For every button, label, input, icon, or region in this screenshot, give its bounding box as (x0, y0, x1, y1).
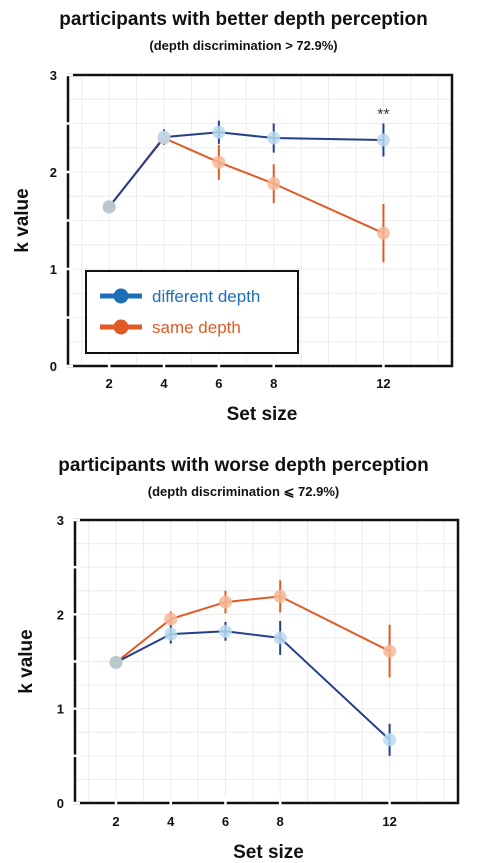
chart2-y-tick-label: 1 (57, 702, 64, 717)
chart2-y-tick-label: 2 (57, 607, 64, 622)
chart-title-top: participants with better depth perceptio… (59, 9, 428, 30)
chart2-x-tick-label: 2 (112, 814, 119, 829)
chart2-point-different-depth (273, 631, 287, 645)
chart2-point-different-depth (164, 627, 178, 641)
chart1-x-tick-label: 6 (215, 376, 222, 391)
chart1-x-tick-label: 8 (270, 376, 277, 391)
chart1-point-same-depth (267, 177, 281, 191)
chart1-y-axis-title: k value (12, 188, 33, 252)
chart1-x-tick-label: 12 (376, 376, 390, 391)
chart1-point-different-depth (376, 133, 390, 147)
chart2-y-axis-title: k value (16, 629, 37, 693)
chart-title-bottom: participants with worse depth perception (58, 455, 429, 476)
chart1-point-different-depth (157, 130, 171, 144)
chart2-x-tick-label: 4 (167, 814, 175, 829)
chart1-legend-label: same depth (152, 318, 241, 337)
chart1-point-different-depth (267, 131, 281, 145)
chart1-x-tick-label: 2 (106, 376, 113, 391)
chart1-legend-swatch-dot (113, 319, 129, 335)
chart2-y-tick-label: 0 (57, 796, 64, 811)
chart2-point-same-depth (164, 612, 178, 626)
chart2-y-tick-label: 3 (57, 513, 64, 528)
chart1-y-tick-label: 0 (50, 359, 57, 374)
chart2-point-same-depth (218, 595, 232, 609)
chart2-point-same-depth (383, 644, 397, 658)
chart2-point-different-depth (383, 733, 397, 747)
chart2-point-shared (109, 655, 123, 669)
chart1-significance-annotation: ** (377, 107, 389, 124)
chart1-y-tick-label: 2 (50, 165, 57, 180)
chart2-point-different-depth (218, 624, 232, 638)
chart1-y-tick-label: 1 (50, 262, 57, 277)
chart1-y-tick-label: 3 (50, 68, 57, 83)
chart1-legend-label: different depth (152, 287, 260, 306)
chart1-x-tick-label: 4 (160, 376, 168, 391)
chart2-point-same-depth (273, 589, 287, 603)
chart1-x-axis-title: Set size (227, 404, 298, 425)
chart2-x-tick-label: 6 (222, 814, 229, 829)
chart-subtitle-top: (depth discrimination > 72.9%) (149, 38, 338, 53)
chart1-point-different-depth (212, 125, 226, 139)
chart1-point-same-depth (376, 226, 390, 240)
chart2-x-tick-label: 8 (277, 814, 284, 829)
chart2-x-tick-label: 12 (382, 814, 396, 829)
chart1-legend-swatch-dot (113, 288, 129, 304)
chart1-point-shared (102, 200, 116, 214)
chart1-legend-box (85, 270, 299, 354)
chart2-x-axis-title: Set size (233, 842, 304, 863)
chart-subtitle-bottom: (depth discrimination ⩽ 72.9%) (147, 484, 340, 499)
chart1-point-same-depth (212, 155, 226, 169)
